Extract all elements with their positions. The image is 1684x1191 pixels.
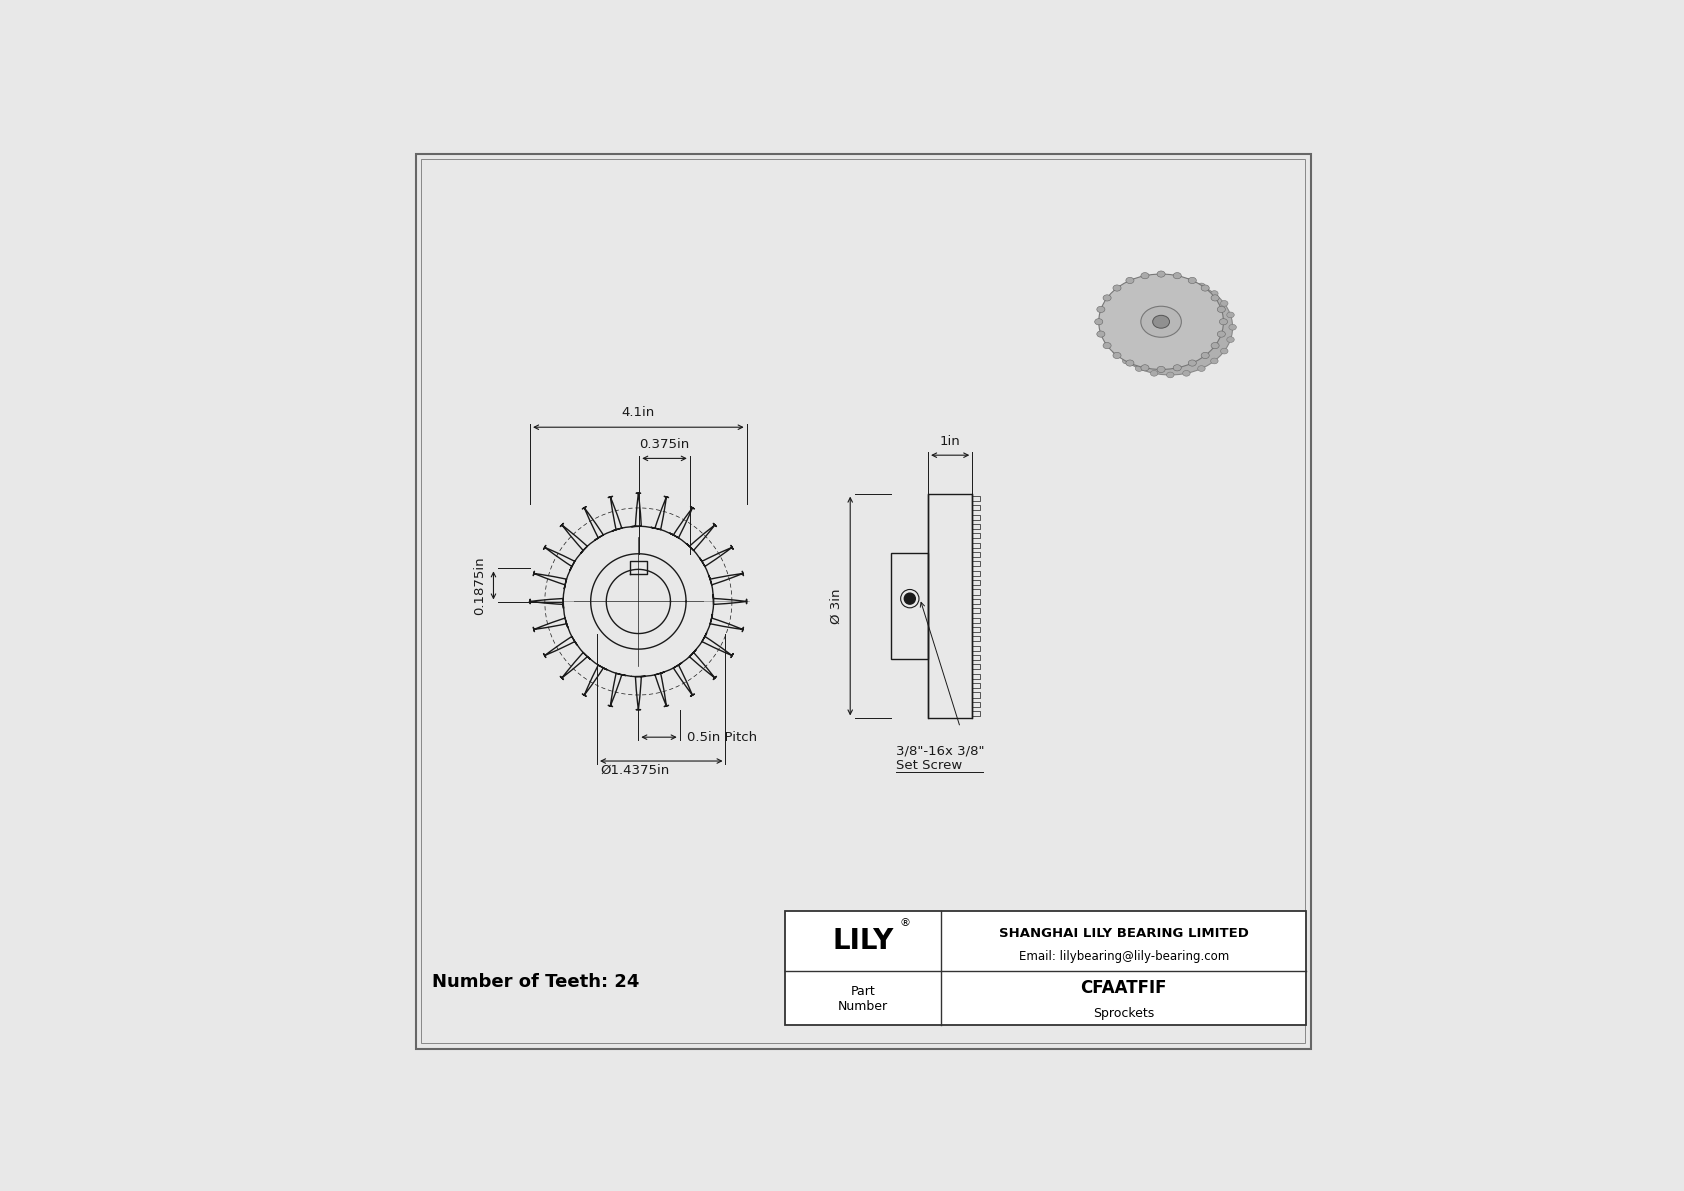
Bar — [972, 505, 980, 510]
Ellipse shape — [1226, 312, 1234, 318]
Ellipse shape — [1127, 360, 1133, 366]
Ellipse shape — [1226, 337, 1234, 343]
Ellipse shape — [1201, 353, 1209, 358]
Text: ®: ® — [899, 918, 909, 928]
Ellipse shape — [1174, 364, 1180, 370]
Ellipse shape — [1221, 300, 1228, 306]
Ellipse shape — [1174, 273, 1180, 279]
Bar — [972, 655, 980, 660]
Ellipse shape — [1218, 331, 1226, 337]
Bar — [785, 910, 1307, 1025]
Ellipse shape — [1108, 280, 1233, 375]
Text: Email: lilybearing@lily-bearing.com: Email: lilybearing@lily-bearing.com — [1019, 950, 1229, 962]
Bar — [972, 636, 980, 642]
Ellipse shape — [1096, 331, 1105, 337]
Bar — [972, 515, 980, 519]
Bar — [972, 534, 980, 538]
Ellipse shape — [1106, 337, 1113, 343]
Ellipse shape — [1229, 324, 1236, 330]
Ellipse shape — [1157, 272, 1165, 278]
Bar — [928, 494, 972, 718]
Text: 0.1875in: 0.1875in — [473, 556, 487, 615]
Text: Sprockets: Sprockets — [1093, 1008, 1154, 1021]
Ellipse shape — [1197, 283, 1206, 288]
Ellipse shape — [1135, 283, 1143, 288]
Text: 0.5in Pitch: 0.5in Pitch — [687, 731, 758, 743]
Ellipse shape — [1106, 312, 1113, 318]
Bar — [972, 617, 980, 623]
Ellipse shape — [1157, 367, 1165, 373]
Bar — [972, 524, 980, 529]
Bar — [972, 599, 980, 604]
Bar — [972, 692, 980, 698]
Ellipse shape — [1135, 366, 1143, 372]
Bar — [972, 684, 980, 688]
Bar — [972, 609, 980, 613]
Ellipse shape — [1105, 324, 1111, 330]
Ellipse shape — [1103, 343, 1111, 349]
Ellipse shape — [1211, 291, 1218, 297]
Ellipse shape — [1113, 300, 1120, 306]
Bar — [972, 551, 980, 557]
Ellipse shape — [1182, 279, 1191, 283]
Bar — [972, 543, 980, 548]
Text: Part
Number: Part Number — [839, 985, 887, 1012]
Bar — [972, 665, 980, 669]
Ellipse shape — [1140, 306, 1182, 337]
Ellipse shape — [1113, 353, 1122, 358]
Ellipse shape — [1167, 372, 1174, 378]
Ellipse shape — [1189, 278, 1196, 283]
Ellipse shape — [1211, 358, 1218, 363]
Bar — [972, 570, 980, 576]
Ellipse shape — [1123, 291, 1130, 297]
Bar — [891, 554, 928, 659]
Ellipse shape — [1218, 306, 1226, 312]
Ellipse shape — [1095, 319, 1103, 325]
Ellipse shape — [1096, 306, 1105, 312]
Ellipse shape — [1127, 278, 1133, 283]
Text: 3/8"-16x 3/8"
Set Screw: 3/8"-16x 3/8" Set Screw — [896, 744, 985, 772]
Ellipse shape — [1167, 276, 1174, 282]
Ellipse shape — [1150, 279, 1159, 283]
Ellipse shape — [1103, 295, 1111, 301]
Text: Ø 3in: Ø 3in — [830, 588, 844, 624]
Ellipse shape — [1150, 370, 1159, 376]
Circle shape — [904, 593, 916, 604]
Ellipse shape — [1219, 319, 1228, 325]
Bar — [972, 590, 980, 594]
Ellipse shape — [1211, 295, 1219, 301]
Text: Number of Teeth: 24: Number of Teeth: 24 — [433, 973, 640, 991]
Ellipse shape — [1197, 366, 1206, 372]
Ellipse shape — [1098, 274, 1224, 369]
Ellipse shape — [1113, 285, 1122, 291]
Text: CFAATFIF: CFAATFIF — [1081, 979, 1167, 997]
Ellipse shape — [1182, 370, 1191, 376]
Ellipse shape — [1201, 285, 1209, 291]
Bar — [972, 711, 980, 716]
Bar — [972, 580, 980, 585]
Ellipse shape — [1123, 358, 1130, 363]
Bar — [972, 646, 980, 650]
Ellipse shape — [1140, 364, 1148, 370]
Text: SHANGHAI LILY BEARING LIMITED: SHANGHAI LILY BEARING LIMITED — [999, 927, 1248, 940]
Bar — [972, 701, 980, 707]
Bar — [972, 561, 980, 567]
Ellipse shape — [1189, 360, 1196, 366]
Text: 0.375in: 0.375in — [640, 438, 690, 451]
Ellipse shape — [1113, 348, 1120, 354]
Polygon shape — [1160, 306, 1191, 343]
Ellipse shape — [1211, 343, 1219, 349]
Text: 1in: 1in — [940, 435, 960, 448]
Ellipse shape — [1140, 273, 1148, 279]
Bar — [972, 674, 980, 679]
Ellipse shape — [1221, 348, 1228, 354]
Text: LILY: LILY — [832, 928, 894, 955]
Ellipse shape — [1152, 316, 1169, 329]
Text: 4.1in: 4.1in — [621, 406, 655, 419]
Bar — [972, 495, 980, 501]
Text: Ø1.4375in: Ø1.4375in — [601, 763, 670, 777]
Bar — [972, 626, 980, 632]
